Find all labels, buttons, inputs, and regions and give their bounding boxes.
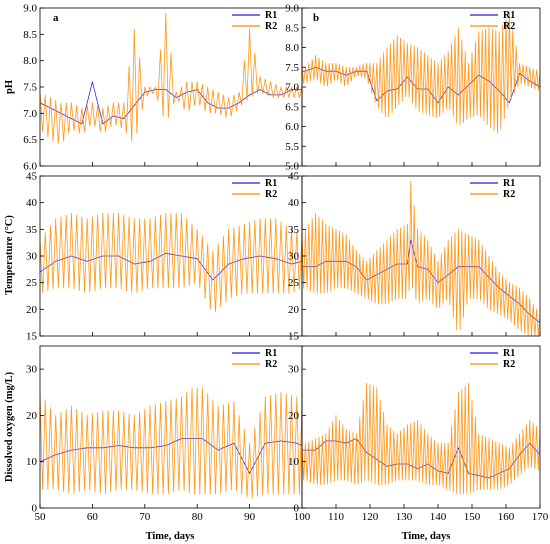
y-tick-label: 6.0 bbox=[285, 121, 299, 133]
series-line-r2 bbox=[302, 180, 540, 336]
plot-area bbox=[302, 382, 540, 495]
x-tick-label: 170 bbox=[532, 511, 549, 523]
plot-area bbox=[40, 387, 302, 499]
plot-area bbox=[302, 11, 540, 134]
y-tick-label: 30 bbox=[26, 251, 38, 263]
y-tick-label: 45 bbox=[288, 171, 300, 183]
legend-label-r1: R1 bbox=[265, 178, 277, 189]
legend-label-r2: R2 bbox=[265, 359, 277, 370]
y-tick-label: 25 bbox=[288, 277, 300, 289]
legend-label-r2: R2 bbox=[503, 21, 515, 32]
y-tick-label: 30 bbox=[26, 364, 38, 376]
y-tick-label: 9.0 bbox=[23, 3, 37, 15]
plot-area bbox=[302, 180, 540, 336]
panel-letter-b: b bbox=[313, 12, 319, 24]
y-tick-label: 20 bbox=[26, 410, 38, 422]
series-line-r2 bbox=[40, 387, 302, 499]
y-tick-label: 35 bbox=[288, 224, 300, 236]
y-tick-label: 8.0 bbox=[285, 42, 299, 54]
y-tick-label: 7.5 bbox=[285, 62, 299, 74]
y-tick-label: 5.5 bbox=[285, 141, 299, 153]
legend-label-r1: R1 bbox=[265, 10, 277, 21]
x-tick-label: 50 bbox=[35, 511, 47, 523]
xlabel-right: Time, days bbox=[402, 531, 451, 542]
x-tick-label: 160 bbox=[498, 511, 515, 523]
y-tick-label: 25 bbox=[26, 277, 38, 289]
x-tick-label: 130 bbox=[396, 511, 413, 523]
panels-layer: 6.06.57.07.58.08.59.0R1R25.05.56.06.57.0… bbox=[23, 3, 549, 524]
y-tick-label: 6.5 bbox=[23, 134, 37, 146]
panel-letter-a: a bbox=[53, 12, 59, 24]
y-tick-label: 40 bbox=[288, 197, 300, 209]
y-tick-label: 8.5 bbox=[23, 29, 37, 41]
y-tick-label: 20 bbox=[26, 304, 38, 316]
y-tick-label: 15 bbox=[26, 331, 38, 343]
y-tick-label: 5.0 bbox=[285, 161, 299, 173]
y-tick-label: 8.5 bbox=[285, 22, 299, 34]
y-tick-label: 30 bbox=[288, 364, 300, 376]
legend-label-r1: R1 bbox=[503, 10, 515, 21]
series-line-r2 bbox=[40, 212, 302, 313]
y-tick-label: 45 bbox=[26, 171, 38, 183]
plot-area bbox=[40, 12, 302, 145]
y-tick-label: 15 bbox=[288, 331, 300, 343]
plot-area bbox=[40, 212, 302, 313]
x-tick-label: 80 bbox=[192, 511, 204, 523]
y-tick-label: 0 bbox=[294, 503, 300, 515]
ylabel-ph: pH bbox=[4, 80, 15, 94]
y-tick-label: 7.5 bbox=[23, 82, 37, 94]
y-tick-label: 20 bbox=[288, 410, 300, 422]
x-tick-label: 150 bbox=[464, 511, 481, 523]
xlabel-left: Time, days bbox=[146, 531, 195, 542]
y-tick-label: 40 bbox=[26, 197, 38, 209]
x-tick-label: 140 bbox=[430, 511, 447, 523]
x-tick-label: 70 bbox=[139, 511, 151, 523]
y-tick-label: 8.0 bbox=[23, 55, 37, 67]
series-line-r2 bbox=[40, 12, 302, 145]
y-tick-label: 7.0 bbox=[23, 108, 37, 120]
legend-label-r2: R2 bbox=[265, 21, 277, 32]
legend-label-r1: R1 bbox=[503, 348, 515, 359]
x-tick-label: 110 bbox=[328, 511, 345, 523]
x-tick-label: 100 bbox=[294, 511, 311, 523]
y-tick-label: 35 bbox=[26, 224, 38, 236]
legend-label-r2: R2 bbox=[503, 189, 515, 200]
y-tick-label: 0 bbox=[32, 503, 38, 515]
y-tick-label: 20 bbox=[288, 304, 300, 316]
y-tick-label: 6.0 bbox=[23, 161, 37, 173]
ylabel-dissolved-oxygen: Dissolved oxygen (mg/L) bbox=[4, 371, 15, 482]
y-tick-label: 6.5 bbox=[285, 101, 299, 113]
y-tick-label: 10 bbox=[288, 456, 300, 468]
y-tick-label: 9.0 bbox=[285, 3, 299, 15]
x-tick-label: 60 bbox=[87, 511, 99, 523]
legend-label-r1: R1 bbox=[265, 348, 277, 359]
legend-label-r1: R1 bbox=[503, 178, 515, 189]
ylabel-temperature: Temperature (°C) bbox=[4, 215, 15, 295]
x-tick-label: 90 bbox=[244, 511, 256, 523]
series-line-r2 bbox=[302, 11, 540, 134]
y-tick-label: 30 bbox=[288, 251, 300, 263]
plot-frame bbox=[301, 345, 541, 509]
y-tick-label: 10 bbox=[26, 456, 38, 468]
series-line-r2 bbox=[302, 382, 540, 495]
y-tick-label: 7.0 bbox=[285, 82, 299, 94]
x-tick-label: 120 bbox=[362, 511, 379, 523]
legend-label-r2: R2 bbox=[265, 189, 277, 200]
legend-label-r2: R2 bbox=[503, 359, 515, 370]
